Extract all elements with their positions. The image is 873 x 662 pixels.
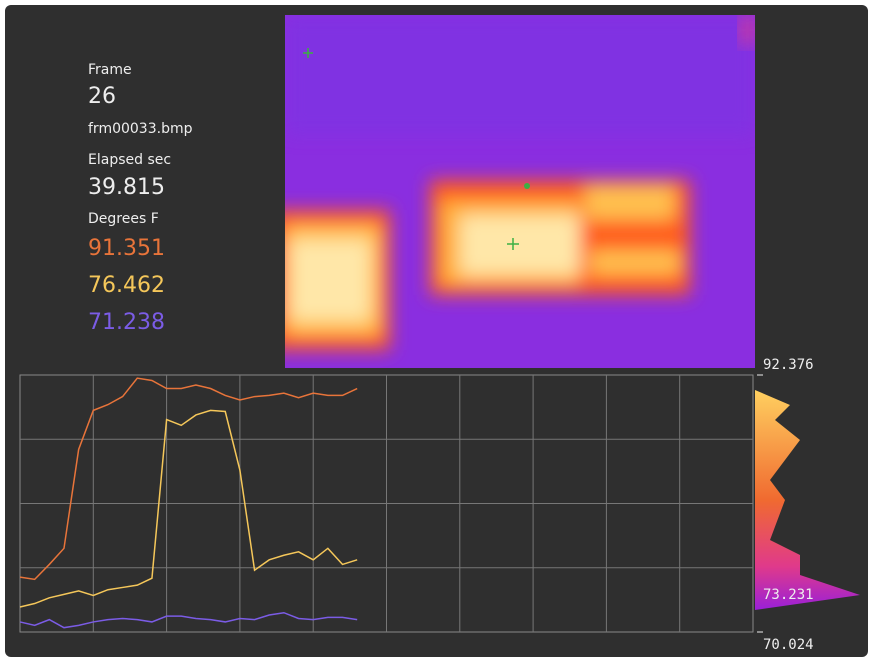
frame-value: 26 (88, 84, 116, 109)
file-name: frm00033.bmp (88, 121, 193, 137)
elapsed-label: Elapsed sec (88, 152, 171, 168)
reading: 76.462 (88, 273, 165, 298)
y-tick-label: 70.024 (763, 637, 814, 653)
thermal-image (270, 15, 755, 368)
y-tick-label: 92.376 (763, 357, 814, 373)
degrees-label: Degrees F (88, 211, 159, 227)
marker-label: 73.231 (763, 587, 814, 603)
viewer: Frame 26 frm00033.bmp Elapsed sec 39.815… (0, 0, 873, 662)
reading: 71.238 (88, 310, 165, 335)
elapsed-value: 39.815 (88, 175, 165, 200)
frame-label: Frame (88, 62, 132, 78)
reading: 91.351 (88, 236, 165, 261)
